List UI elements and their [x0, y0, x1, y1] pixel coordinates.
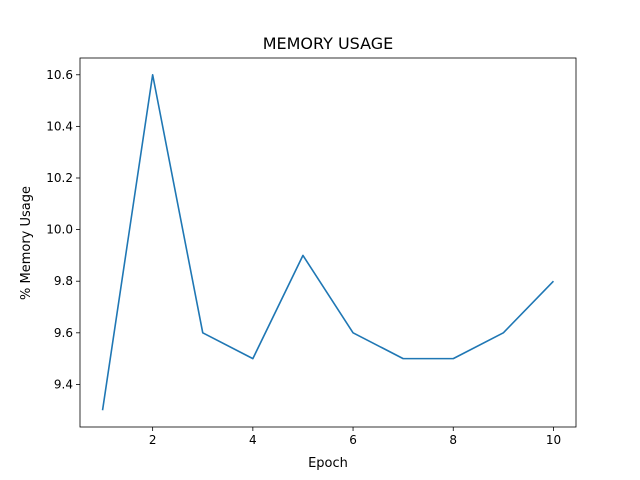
y-tick-label: 9.8	[54, 274, 73, 288]
x-tick-label: 4	[249, 433, 257, 447]
y-tick-label: 10.2	[46, 171, 73, 185]
x-tick-label: 6	[349, 433, 357, 447]
y-tick-label: 9.6	[54, 326, 73, 340]
x-tick-label: 10	[546, 433, 561, 447]
x-axis-ticks: 2 4 6 8 10	[149, 427, 561, 447]
y-axis-ticks: 9.4 9.6 9.8 10.0 10.2 10.4 10.6	[46, 68, 80, 391]
y-tick-label: 9.4	[54, 377, 73, 391]
chart-title: MEMORY USAGE	[263, 34, 394, 53]
y-tick-label: 10.6	[46, 68, 73, 82]
x-tick-label: 8	[449, 433, 457, 447]
axes-frame	[79, 57, 577, 428]
y-tick-label: 10.0	[46, 223, 73, 237]
x-axis-label: Epoch	[308, 456, 348, 471]
y-axis-label: % Memory Usage	[19, 186, 34, 300]
y-tick-label: 10.4	[46, 119, 73, 133]
series-line-0	[101, 73, 555, 411]
plot-area	[101, 73, 555, 411]
x-tick-label: 2	[149, 433, 157, 447]
